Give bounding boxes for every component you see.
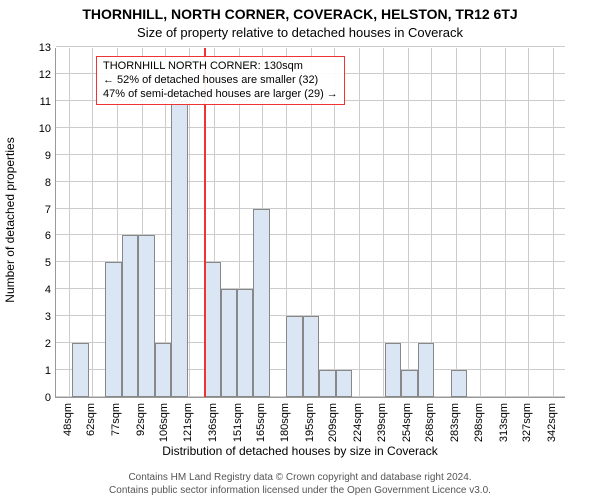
x-tick-label: 195sqm bbox=[304, 403, 316, 442]
histogram-bar bbox=[171, 101, 187, 397]
chart-subtitle: Size of property relative to detached ho… bbox=[0, 25, 600, 40]
callout-line-3: 47% of semi-detached houses are larger (… bbox=[103, 88, 338, 102]
gridline-v bbox=[505, 48, 506, 397]
histogram-bar bbox=[237, 289, 253, 397]
y-tick-label: 7 bbox=[35, 204, 51, 216]
x-tick-label: 121sqm bbox=[182, 403, 194, 442]
y-tick-label: 9 bbox=[35, 150, 51, 162]
reference-callout: THORNHILL NORTH CORNER: 130sqm ← 52% of … bbox=[96, 56, 345, 105]
histogram-bar bbox=[72, 343, 88, 397]
x-tick-label: 313sqm bbox=[498, 403, 510, 442]
y-tick-label: 10 bbox=[35, 123, 51, 135]
gridline-v bbox=[480, 48, 481, 397]
x-tick-label: 165sqm bbox=[255, 403, 267, 442]
histogram-bar bbox=[401, 370, 417, 397]
histogram-bar bbox=[418, 343, 434, 397]
gridline-v bbox=[92, 48, 93, 397]
gridline-v bbox=[528, 48, 529, 397]
histogram-bar bbox=[319, 370, 335, 397]
histogram-bar bbox=[105, 262, 121, 397]
x-tick-label: 298sqm bbox=[473, 403, 485, 442]
footer-attribution: Contains HM Land Registry data © Crown c… bbox=[0, 471, 600, 497]
gridline-v bbox=[456, 48, 457, 397]
histogram-bar bbox=[451, 370, 467, 397]
y-tick-label: 13 bbox=[35, 42, 51, 54]
x-tick-label: 48sqm bbox=[62, 403, 74, 436]
histogram-bar bbox=[385, 343, 401, 397]
gridline-v bbox=[553, 48, 554, 397]
x-tick-label: 92sqm bbox=[135, 403, 147, 436]
x-axis-label: Distribution of detached houses by size … bbox=[0, 444, 600, 458]
footer-line-1: Contains HM Land Registry data © Crown c… bbox=[0, 471, 600, 484]
y-tick-label: 5 bbox=[35, 257, 51, 269]
x-tick-label: 342sqm bbox=[546, 403, 558, 442]
histogram-bar bbox=[122, 235, 138, 397]
gridline-v bbox=[359, 48, 360, 397]
x-tick-label: 151sqm bbox=[232, 403, 244, 442]
y-tick-label: 2 bbox=[35, 338, 51, 350]
histogram-bar bbox=[138, 235, 154, 397]
x-tick-label: 209sqm bbox=[327, 403, 339, 442]
y-axis-label: Number of detached properties bbox=[3, 137, 17, 302]
x-tick-label: 77sqm bbox=[110, 403, 122, 436]
gridline-v bbox=[69, 48, 70, 397]
callout-line-2: ← 52% of detached houses are smaller (32… bbox=[103, 74, 338, 88]
histogram-bar bbox=[204, 262, 220, 397]
y-tick-label: 8 bbox=[35, 177, 51, 189]
x-tick-label: 283sqm bbox=[449, 403, 461, 442]
x-tick-label: 327sqm bbox=[521, 403, 533, 442]
y-tick-label: 11 bbox=[35, 96, 51, 108]
y-tick-label: 12 bbox=[35, 69, 51, 81]
histogram-bar bbox=[286, 316, 302, 397]
gridline-h bbox=[56, 46, 565, 47]
x-tick-label: 136sqm bbox=[207, 403, 219, 442]
x-tick-label: 239sqm bbox=[376, 403, 388, 442]
x-tick-label: 180sqm bbox=[279, 403, 291, 442]
x-tick-label: 62sqm bbox=[85, 403, 97, 436]
y-tick-label: 4 bbox=[35, 284, 51, 296]
x-tick-label: 106sqm bbox=[158, 403, 170, 442]
histogram-bar bbox=[221, 289, 237, 397]
y-tick-label: 6 bbox=[35, 230, 51, 242]
x-tick-label: 268sqm bbox=[424, 403, 436, 442]
footer-line-2: Contains public sector information licen… bbox=[0, 484, 600, 497]
chart-container: THORNHILL, NORTH CORNER, COVERACK, HELST… bbox=[0, 0, 600, 500]
histogram-bar bbox=[155, 343, 171, 397]
x-tick-label: 254sqm bbox=[401, 403, 413, 442]
histogram-bar bbox=[253, 209, 269, 397]
x-tick-label: 224sqm bbox=[352, 403, 364, 442]
y-tick-label: 3 bbox=[35, 311, 51, 323]
y-tick-label: 0 bbox=[35, 392, 51, 404]
chart-title: THORNHILL, NORTH CORNER, COVERACK, HELST… bbox=[0, 6, 600, 22]
callout-line-1: THORNHILL NORTH CORNER: 130sqm bbox=[103, 60, 338, 74]
y-tick-label: 1 bbox=[35, 365, 51, 377]
histogram-bar bbox=[336, 370, 352, 397]
gridline-v bbox=[408, 48, 409, 397]
plot-area: THORNHILL NORTH CORNER: 130sqm ← 52% of … bbox=[55, 48, 565, 398]
histogram-bar bbox=[303, 316, 319, 397]
